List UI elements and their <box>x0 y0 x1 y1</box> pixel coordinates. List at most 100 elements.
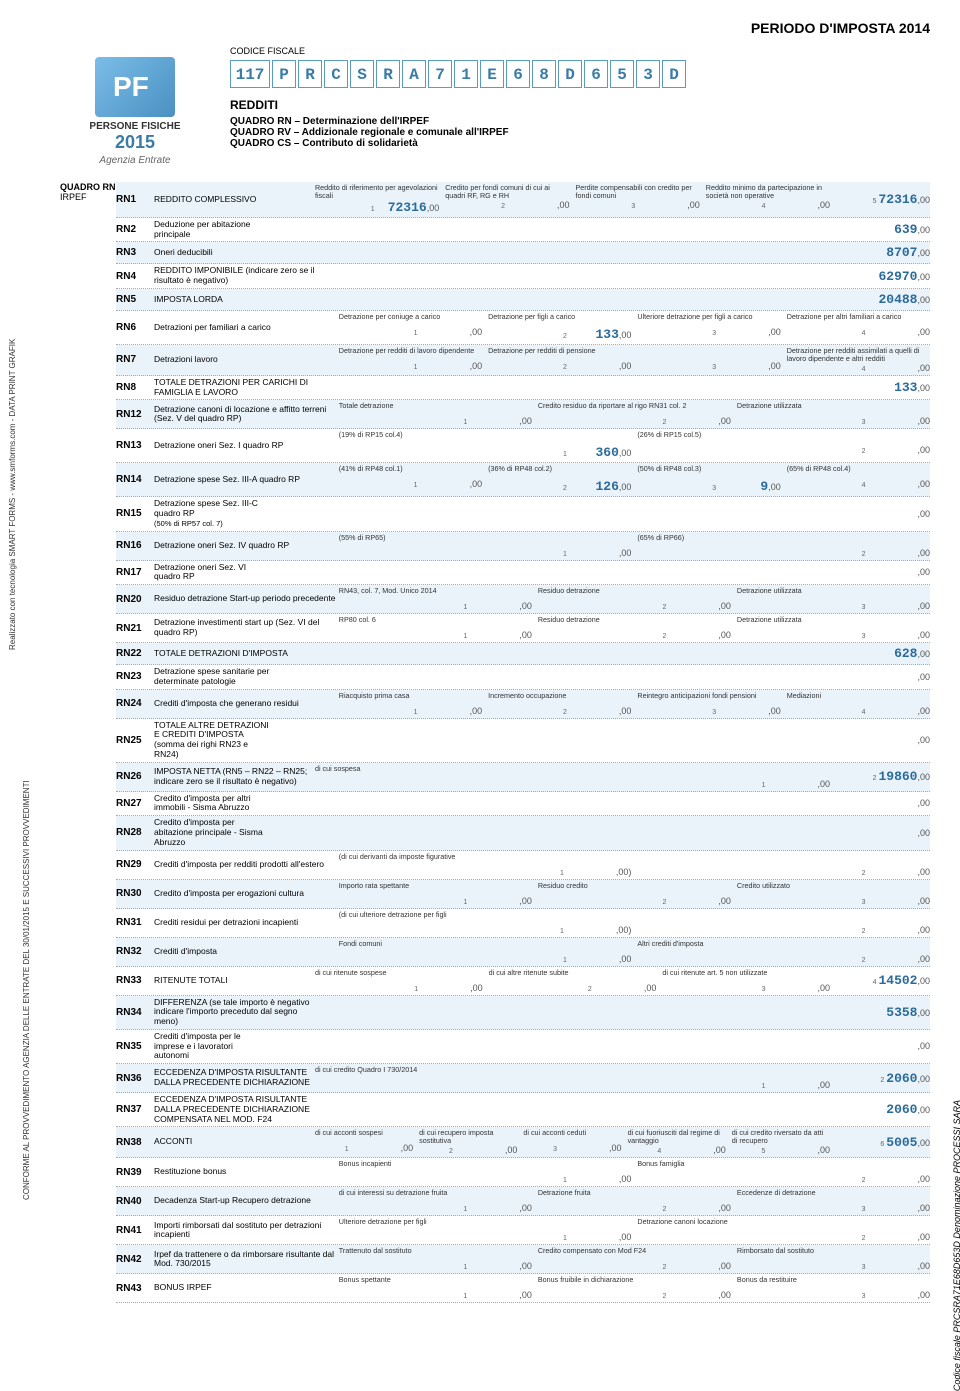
rn-col: Trattenuto dal sostituto1,00 <box>339 1247 532 1271</box>
rn-endval: 219860,00 <box>830 769 930 784</box>
rn-col: (di cui ulteriore detrazione per figli1,… <box>339 911 632 935</box>
rn-cols: (di cui derivanti da imposte figurative1… <box>339 853 930 877</box>
rn-desc: TOTALE DETRAZIONI PER CARICHI DI FAMIGLI… <box>154 378 323 398</box>
rn-code: RN7 <box>116 354 154 365</box>
header: PERSONE FISICHE 2015 Agenzia Entrate COD… <box>60 46 930 176</box>
rn-code: RN43 <box>116 1283 154 1294</box>
row-rn42: RN42Irpef da trattenere o da rimborsare … <box>116 1245 930 1274</box>
rn-desc: Detrazione investimenti start up (Sez. V… <box>154 618 339 638</box>
cf-char: E <box>480 60 504 88</box>
rn-cols: (55% di RP65)1,00(65% di RP66)2,00 <box>339 534 930 558</box>
rn-code: RN35 <box>116 1041 154 1052</box>
rn-col: RN43, col. 7, Mod. Unico 20141,00 <box>339 587 532 611</box>
row-rn22: RN22TOTALE DETRAZIONI D'IMPOSTA628,00 <box>116 643 930 665</box>
rn-desc: Crediti residui per detrazioni incapient… <box>154 918 339 928</box>
rn-col: Credito utilizzato3,00 <box>737 882 930 906</box>
rn-col: di cui fuoriusciti dal regime di vantagg… <box>628 1129 726 1155</box>
row-rn16: RN16Detrazione oneri Sez. IV quadro RP(5… <box>116 532 930 561</box>
cf-char: 6 <box>584 60 608 88</box>
logo-agency: Agenzia Entrate <box>99 155 170 166</box>
row-rn24: RN24Crediti d'imposta che generano resid… <box>116 690 930 719</box>
cf-char: 3 <box>636 60 660 88</box>
row-rn23: RN23Detrazione spese sanitarie per deter… <box>116 665 930 690</box>
rn-col: Incremento occupazione2,00 <box>488 692 631 716</box>
rn-col: Bonus incapienti1,00 <box>339 1160 632 1184</box>
rn-code: RN21 <box>116 623 154 634</box>
rn-col: Detrazione per redditi assimilati a quel… <box>787 347 930 373</box>
row-rn36: RN36ECCEDENZA D'IMPOSTA RISULTANTE DALLA… <box>116 1064 930 1093</box>
cf-char: S <box>350 60 374 88</box>
rn-code: RN17 <box>116 567 154 578</box>
row-rn32: RN32Crediti d'impostaFondi comuni1,00Alt… <box>116 938 930 967</box>
rn-col: Ulteriore detrazione per figli1,00 <box>339 1218 632 1242</box>
rn-code: RN39 <box>116 1167 154 1178</box>
irpef-label: IRPEF <box>60 192 116 202</box>
rn-code: RN22 <box>116 648 154 659</box>
row-rn13: RN13Detrazione oneri Sez. I quadro RP(19… <box>116 429 930 463</box>
row-rn5: RN5IMPOSTA LORDA20488,00 <box>116 289 930 311</box>
rn-desc: Crediti d'imposta <box>154 947 339 957</box>
rn-endval: 133,00 <box>830 380 930 395</box>
rn-col: (di cui derivanti da imposte figurative1… <box>339 853 632 877</box>
rn-desc: IMPOSTA LORDA <box>154 295 323 305</box>
rn-desc: Detrazione oneri Sez. VI quadro RP <box>154 563 270 583</box>
period-title: PERIODO D'IMPOSTA 2014 <box>60 20 930 36</box>
rn-col: Detrazione per figli a carico2133,00 <box>488 313 631 342</box>
rn-single: 8707,00 <box>810 245 930 260</box>
rn-cols: RN43, col. 7, Mod. Unico 20141,00Residuo… <box>339 587 930 611</box>
rn-cols: Importo rata spettante1,00Residuo credit… <box>339 882 930 906</box>
form-body: QUADRO RN IRPEF RN1REDDITO COMPLESSIVORe… <box>60 182 930 1303</box>
rn-code: RN28 <box>116 827 154 838</box>
rn-code: RN27 <box>116 798 154 809</box>
rn-cols: (di cui ulteriore detrazione per figli1,… <box>339 911 930 935</box>
row-rn39: RN39Restituzione bonusBonus incapienti1,… <box>116 1158 930 1187</box>
rn-code: RN20 <box>116 594 154 605</box>
rn-desc: Residuo detrazione Start-up periodo prec… <box>154 594 339 604</box>
rn-desc: Detrazione spese sanitarie per determina… <box>154 667 270 687</box>
rn-cols: (41% di RP48 col.1)1,00(36% di RP48 col.… <box>339 465 930 494</box>
rn-endval: 628,00 <box>830 646 930 661</box>
rn-col: Residuo detrazione2,00 <box>538 587 731 611</box>
rn-code: RN41 <box>116 1225 154 1236</box>
rn-single: ,00 <box>810 567 930 577</box>
rn-col: Residuo detrazione2,00 <box>538 616 731 640</box>
rn-desc: IMPOSTA NETTA (RN5 – RN22 – RN25; indica… <box>154 767 315 787</box>
rn-code: RN34 <box>116 1007 154 1018</box>
rn-desc: Deduzione per abitazione principale <box>154 220 270 240</box>
rn-code: RN36 <box>116 1073 154 1084</box>
rn-cols: Bonus spettante1,00Bonus fruibile in dic… <box>339 1276 930 1300</box>
rn-col: di cui acconti ceduti3,00 <box>523 1129 621 1155</box>
rn-col: Credito residuo da riportare al rigo RN3… <box>538 402 731 426</box>
rn-endval: 2060,00 <box>830 1102 930 1117</box>
rn-desc: DIFFERENZA (se tale importo è negativo i… <box>154 998 323 1027</box>
rn-cols: Riacquisto prima casa1,00Incremento occu… <box>339 692 930 716</box>
row-rn41: RN41Importi rimborsati dal sostituto per… <box>116 1216 930 1245</box>
rn-col: Credito compensato con Mod F242,00 <box>538 1247 731 1271</box>
cf-char: 7 <box>428 60 452 88</box>
rn-code: RN16 <box>116 540 154 551</box>
rn-col: 3,00 <box>637 347 780 373</box>
cf-char: R <box>376 60 400 88</box>
rn-col: Detrazione per coniuge a carico1,00 <box>339 313 482 342</box>
cf-char: C <box>324 60 348 88</box>
rn-col: Residuo credito2,00 <box>538 882 731 906</box>
rn-col: Detrazione per redditi di lavoro dipende… <box>339 347 482 373</box>
quadro-label: QUADRO RN <box>60 182 116 192</box>
cf-prefix: 117 <box>230 60 270 88</box>
row-rn2: RN2Deduzione per abitazione principale63… <box>116 218 930 243</box>
rn-col: Ulteriore detrazione per figli a carico3… <box>637 313 780 342</box>
rn-code: RN30 <box>116 888 154 899</box>
rn-code: RN14 <box>116 474 154 485</box>
rn-endval: 572316,00 <box>830 192 930 207</box>
row-rn40: RN40Decadenza Start-up Recupero detrazio… <box>116 1187 930 1216</box>
rn-desc: REDDITO IMPONIBILE (indicare zero se il … <box>154 266 323 286</box>
rn-code: RN42 <box>116 1254 154 1265</box>
rn-single: ,00 <box>810 735 930 745</box>
rn-col: Reddito di riferimento per agevolazioni … <box>315 184 439 215</box>
row-rn15: RN15Detrazione spese Sez. III-C quadro R… <box>116 497 930 531</box>
rn-desc: BONUS IRPEF <box>154 1283 339 1293</box>
rn-col: Mediazioni4,00 <box>787 692 930 716</box>
rn-desc: TOTALE ALTRE DETRAZIONI E CREDITI D'IMPO… <box>154 721 270 760</box>
rn-code: RN23 <box>116 671 154 682</box>
rn-code: RN24 <box>116 698 154 709</box>
